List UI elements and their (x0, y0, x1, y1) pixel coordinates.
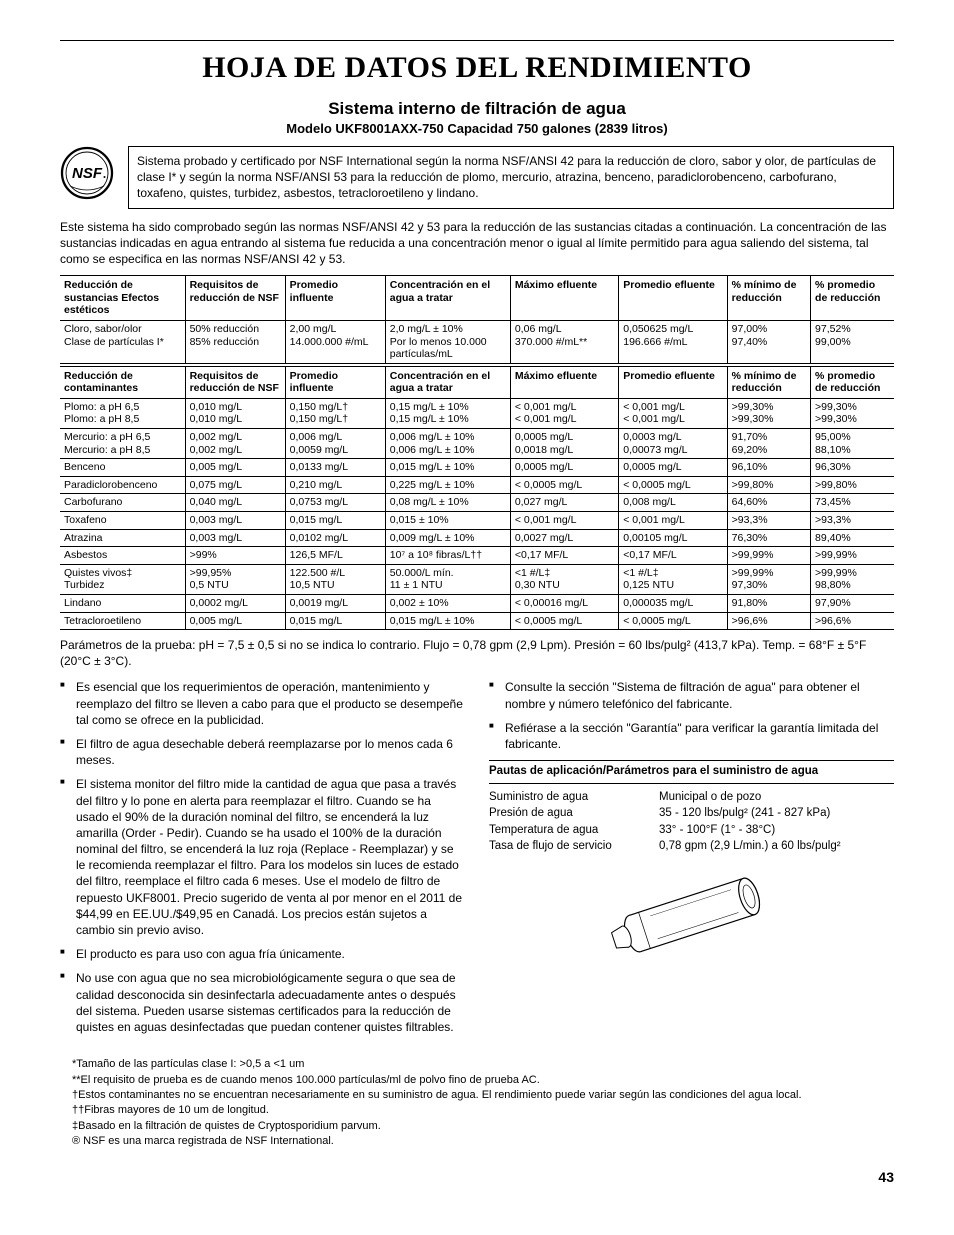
column-header: Requisitos de reducción de NSF (185, 276, 285, 321)
guideline-row: Temperatura de agua33° - 100°F (1° - 38°… (489, 823, 894, 839)
table-row: Cloro, sabor/olorClase de partículas I*5… (60, 320, 894, 363)
column-header: Promedio efluente (619, 276, 727, 321)
footnotes: *Tamaño de las partículas clase I: >0,5 … (60, 1057, 894, 1149)
guideline-row: Suministro de aguaMunicipal o de pozo (489, 790, 894, 806)
column-header: Máximo efluente (510, 366, 618, 398)
subtitle: Sistema interno de filtración de agua (60, 99, 894, 119)
aesthetic-effects-table: Reducción de sustancias Efectos estético… (60, 275, 894, 364)
table-row: Toxafeno0,003 mg/L0,015 mg/L0,015 ± 10%<… (60, 512, 894, 530)
table-row: Asbestos>99%126,5 MF/L10⁷ a 10⁸ fibras/L… (60, 547, 894, 565)
list-item: Consulte la sección "Sistema de filtraci… (489, 679, 894, 711)
column-header: % promedio de reducción (811, 366, 894, 398)
table-row: Carbofurano0,040 mg/L0,0753 mg/L0,08 mg/… (60, 494, 894, 512)
footnote: ††Fibras mayores de 10 um de longitud. (60, 1103, 894, 1118)
table-row: Quistes vivos‡Turbidez>99,95%0,5 NTU122.… (60, 564, 894, 594)
column-header: Concentración en el agua a tratar (385, 366, 510, 398)
column-header: Concentración en el agua a tratar (385, 276, 510, 321)
column-header: % promedio de reducción (811, 276, 894, 321)
table-row: Lindano0,0002 mg/L0,0019 mg/L0,002 ± 10%… (60, 595, 894, 613)
column-header: % mínimo de reducción (727, 276, 810, 321)
guidelines-table: Suministro de aguaMunicipal o de pozoPre… (489, 790, 894, 855)
column-header: Reducción de sustancias Efectos estético… (60, 276, 185, 321)
list-item: Refiérase a la sección "Garantía" para v… (489, 720, 894, 752)
test-parameters: Parámetros de la prueba: pH = 7,5 ± 0,5 … (60, 638, 894, 669)
intro-paragraph: Este sistema ha sido comprobado según la… (60, 219, 894, 268)
model-line: Modelo UKF8001AXX-750 Capacidad 750 galo… (60, 121, 894, 136)
page-title: HOJA DE DATOS DEL RENDIMIENTO (60, 51, 894, 85)
list-item: Es esencial que los requerimientos de op… (60, 679, 465, 728)
guidelines-heading: Pautas de aplicación/Parámetros para el … (489, 760, 894, 784)
list-item: El filtro de agua desechable deberá reem… (60, 736, 465, 768)
column-header: % mínimo de reducción (727, 366, 810, 398)
table-row: Mercurio: a pH 6,5Mercurio: a pH 8,50,00… (60, 429, 894, 459)
footnote: †Estos contaminantes no se encuentran ne… (60, 1088, 894, 1103)
guideline-row: Tasa de flujo de servicio0,78 gpm (2,9 L… (489, 839, 894, 855)
footnote: ® NSF es una marca registrada de NSF Int… (60, 1134, 894, 1149)
svg-text:NSF: NSF (72, 165, 103, 182)
footnote: *Tamaño de las partículas clase I: >0,5 … (60, 1057, 894, 1072)
column-header: Promedio efluente (619, 366, 727, 398)
column-header: Promedio influente (285, 366, 385, 398)
table-row: Plomo: a pH 6,5Plomo: a pH 8,50,010 mg/L… (60, 398, 894, 428)
table-row: Atrazina0,003 mg/L0,0102 mg/L0,009 mg/L … (60, 529, 894, 547)
nsf-badge-icon: NSF (60, 146, 114, 200)
contaminants-table: Reducción de contaminantesRequisitos de … (60, 366, 894, 631)
column-header: Promedio influente (285, 276, 385, 321)
page-number: 43 (60, 1169, 894, 1185)
table-row: Benceno0,005 mg/L0,0133 mg/L0,015 mg/L ±… (60, 459, 894, 477)
list-item: El sistema monitor del filtro mide la ca… (60, 776, 465, 938)
column-header: Reducción de contaminantes (60, 366, 185, 398)
footnote: **El requisito de prueba es de cuando me… (60, 1073, 894, 1088)
table-row: Tetracloroetileno0,005 mg/L0,015 mg/L0,0… (60, 612, 894, 630)
table-row: Paradiclorobenceno0,075 mg/L0,210 mg/L0,… (60, 476, 894, 494)
filter-illustration (489, 865, 894, 969)
list-item: No use con agua que no sea microbiológic… (60, 970, 465, 1035)
list-item: El producto es para uso con agua fría ún… (60, 946, 465, 962)
column-header: Requisitos de reducción de NSF (185, 366, 285, 398)
guideline-row: Presión de agua35 - 120 lbs/pulg² (241 -… (489, 806, 894, 822)
column-header: Máximo efluente (510, 276, 618, 321)
footnote: ‡Basado en la filtración de quistes de C… (60, 1119, 894, 1134)
certification-box: Sistema probado y certificado por NSF In… (128, 146, 894, 209)
